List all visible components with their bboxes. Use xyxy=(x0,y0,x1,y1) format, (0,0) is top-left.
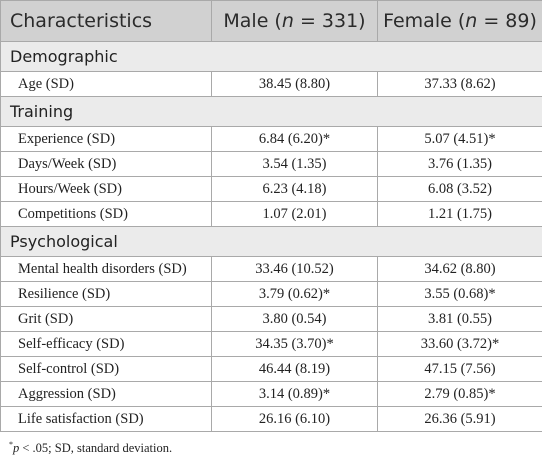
row-label: Days/Week (SD) xyxy=(0,151,212,177)
table-row: Resilience (SD) 3.79 (0.62)* 3.55 (0.68)* xyxy=(0,281,542,307)
row-label: Experience (SD) xyxy=(0,126,212,152)
table-header-row: Characteristics Male (n = 331) Female (n… xyxy=(0,0,542,42)
female-value: 47.15 (7.56) xyxy=(377,356,542,382)
footnote-p: p xyxy=(13,441,20,456)
female-value: 3.76 (1.35) xyxy=(377,151,542,177)
table-row: Life satisfaction (SD) 26.16 (6.10) 26.36 … xyxy=(0,406,542,432)
section-row-psychological: Psychological xyxy=(0,226,542,257)
male-value: 6.23 (4.18) xyxy=(211,176,378,202)
header-male-suffix: = 331) xyxy=(293,10,366,32)
female-value: 37.33 (8.62) xyxy=(377,71,542,97)
section-row-demographic: Demographic xyxy=(0,41,542,72)
row-label: Life satisfaction (SD) xyxy=(0,406,212,432)
header-characteristics: Characteristics xyxy=(0,0,212,42)
header-female-n: n xyxy=(465,10,478,32)
header-male: Male (n = 331) xyxy=(211,0,378,42)
row-label: Self-efficacy (SD) xyxy=(0,331,212,357)
section-row-training: Training xyxy=(0,96,542,127)
header-male-prefix: Male ( xyxy=(223,10,282,32)
row-label: Age (SD) xyxy=(0,71,212,97)
table-row: Self-control (SD) 46.44 (8.19) 47.15 (7.56… xyxy=(0,356,542,382)
female-value: 3.81 (0.55) xyxy=(377,306,542,332)
header-female-prefix: Female ( xyxy=(383,10,466,32)
table-row: Mental health disorders (SD) 33.46 (10.52… xyxy=(0,256,542,282)
male-value: 3.80 (0.54) xyxy=(211,306,378,332)
row-label: Resilience (SD) xyxy=(0,281,212,307)
table-row: Grit (SD) 3.80 (0.54) 3.81 (0.55) xyxy=(0,306,542,332)
table-footnote: *p < .05; SD, standard deviation. xyxy=(9,440,172,456)
section-title: Training xyxy=(0,96,542,127)
table-row: Aggression (SD) 3.14 (0.89)* 2.79 (0.85)* xyxy=(0,381,542,407)
characteristics-table: Characteristics Male (n = 331) Female (n… xyxy=(0,0,542,432)
table-row: Self-efficacy (SD) 34.35 (3.70)* 33.60 (3.… xyxy=(0,331,542,357)
row-label: Hours/Week (SD) xyxy=(0,176,212,202)
female-value: 5.07 (4.51)* xyxy=(377,126,542,152)
table-row: Competitions (SD) 1.07 (2.01) 1.21 (1.75) xyxy=(0,201,542,227)
row-label: Competitions (SD) xyxy=(0,201,212,227)
male-value: 3.79 (0.62)* xyxy=(211,281,378,307)
male-value: 3.54 (1.35) xyxy=(211,151,378,177)
header-female: Female (n = 89) xyxy=(377,0,542,42)
header-male-n: n xyxy=(281,10,294,32)
table-row: Hours/Week (SD) 6.23 (4.18) 6.08 (3.52) xyxy=(0,176,542,202)
row-label: Grit (SD) xyxy=(0,306,212,332)
header-female-suffix: = 89) xyxy=(477,10,537,32)
table-row: Age (SD) 38.45 (8.80) 37.33 (8.62) xyxy=(0,71,542,97)
male-value: 46.44 (8.19) xyxy=(211,356,378,382)
row-label: Aggression (SD) xyxy=(0,381,212,407)
female-value: 6.08 (3.52) xyxy=(377,176,542,202)
female-value: 2.79 (0.85)* xyxy=(377,381,542,407)
male-value: 33.46 (10.52) xyxy=(211,256,378,282)
section-title: Demographic xyxy=(0,41,542,72)
table-row: Days/Week (SD) 3.54 (1.35) 3.76 (1.35) xyxy=(0,151,542,177)
footnote-marker: * xyxy=(9,440,13,449)
female-value: 1.21 (1.75) xyxy=(377,201,542,227)
male-value: 3.14 (0.89)* xyxy=(211,381,378,407)
female-value: 33.60 (3.72)* xyxy=(377,331,542,357)
female-value: 26.36 (5.91) xyxy=(377,406,542,432)
section-title: Psychological xyxy=(0,226,542,257)
male-value: 38.45 (8.80) xyxy=(211,71,378,97)
male-value: 34.35 (3.70)* xyxy=(211,331,378,357)
female-value: 3.55 (0.68)* xyxy=(377,281,542,307)
row-label: Self-control (SD) xyxy=(0,356,212,382)
female-value: 34.62 (8.80) xyxy=(377,256,542,282)
footnote-text: < .05; SD, standard deviation. xyxy=(19,441,173,456)
table-row: Experience (SD) 6.84 (6.20)* 5.07 (4.51)* xyxy=(0,126,542,152)
male-value: 26.16 (6.10) xyxy=(211,406,378,432)
male-value: 1.07 (2.01) xyxy=(211,201,378,227)
male-value: 6.84 (6.20)* xyxy=(211,126,378,152)
row-label: Mental health disorders (SD) xyxy=(0,256,212,282)
